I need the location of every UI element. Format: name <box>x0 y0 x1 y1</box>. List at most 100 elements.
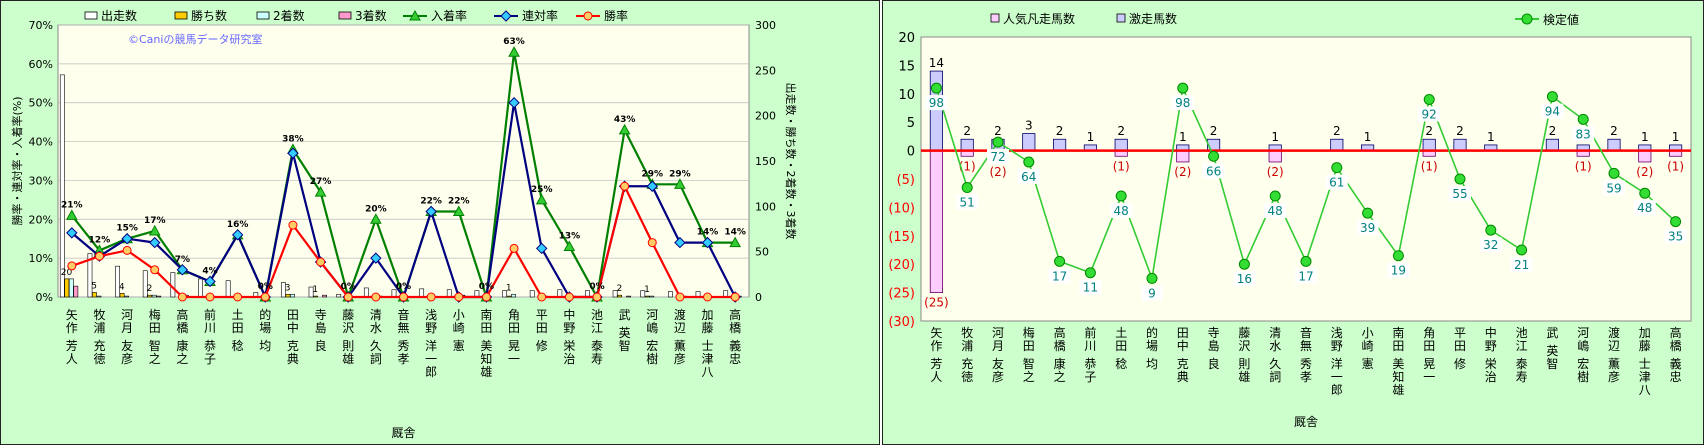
negative-count-label: (2) <box>1267 165 1284 179</box>
marker-連対率 <box>701 236 714 249</box>
bar-出走数 <box>59 74 65 298</box>
marker-勝率 <box>233 292 243 302</box>
legend-swatch <box>1116 13 1126 23</box>
score-label: 32 <box>1483 238 1498 252</box>
negative-count-label: (25) <box>924 296 949 310</box>
positive-count-label: 2 <box>1333 124 1341 138</box>
score-label: 72 <box>990 150 1005 164</box>
pct-label: 0% <box>589 282 604 292</box>
pct-label: 14% <box>724 228 746 238</box>
marker-連対率 <box>176 264 189 276</box>
pct-label: 22% <box>420 197 442 207</box>
bar-出走数 <box>502 290 507 298</box>
marker-検定値 <box>1208 150 1220 162</box>
bar-人気凡走馬数 <box>929 150 943 294</box>
pct-label: 27% <box>310 177 332 187</box>
x-category-label: 河嶋 宏樹 <box>646 308 658 366</box>
marker-勝率 <box>730 292 740 302</box>
score-label-bg <box>1572 126 1595 142</box>
win-count-label: 20 <box>61 268 73 278</box>
x-category-label: 平田 修 <box>1454 326 1466 371</box>
x-category-label: 藤沢 則雄 <box>1238 326 1250 384</box>
negative-count-label: (1) <box>959 159 976 173</box>
x-category-label: 的場 均 <box>1146 325 1158 371</box>
marker-連対率 <box>370 252 382 264</box>
legend-label: 3着数 <box>355 8 387 23</box>
marker-検定値 <box>1485 224 1497 236</box>
y-tick: 15 <box>898 59 915 74</box>
bar-激走馬数 <box>960 138 974 152</box>
positive-count-label: 2 <box>963 124 971 138</box>
plot-area <box>57 24 750 298</box>
right-chart-panel: 20 15 10 5 0 (5) (10) (15) (20) (25) (30) 14 2 2 3 2 1 2 1… <box>882 0 1704 445</box>
x-category-label: 渡辺 薫彦 <box>674 307 686 366</box>
score-label-bg <box>1603 180 1625 196</box>
bar-勝ち数 <box>119 293 125 298</box>
bar-人気凡走馬数 <box>1268 150 1282 163</box>
bar-勝ち数 <box>285 293 291 298</box>
marker-検定値 <box>992 136 1004 148</box>
score-label: 83 <box>1576 127 1591 141</box>
score-label-bg <box>1141 285 1163 301</box>
x-category-label: 藤沢 則雄 <box>342 308 354 366</box>
x-category-label: 河嶋 宏樹 <box>1577 326 1589 384</box>
score-label: 11 <box>1083 281 1098 295</box>
score-label: 16 <box>1237 272 1252 286</box>
x-category-label: 土田 稔 <box>1115 326 1127 371</box>
marker-勝率 <box>150 265 160 275</box>
score-label: 17 <box>1052 269 1067 283</box>
x-category-label: 高橋 康之 <box>1054 325 1066 384</box>
score-label-bg <box>1233 271 1256 287</box>
score-label-bg <box>925 95 948 111</box>
bar-出走数 <box>529 290 535 298</box>
y-tick-left: 60% <box>29 58 53 71</box>
score-label: 48 <box>1637 201 1652 215</box>
score-label-bg <box>1479 237 1502 253</box>
bar-激走馬数 <box>1607 138 1621 152</box>
legend-label: 連対率 <box>522 8 558 23</box>
left-chart: 0%10%20%30%40%50%60%70%05010015020025030… <box>10 8 798 440</box>
pct-label: 0% <box>479 282 494 292</box>
marker-勝率 <box>703 292 713 302</box>
score-label: 55 <box>1452 187 1467 201</box>
marker-入着率 <box>148 224 161 236</box>
legend-swatch <box>338 11 352 20</box>
negative-count-label: (2) <box>1636 165 1653 179</box>
x-category-label: 前川 恭子 <box>1084 325 1096 384</box>
marker-勝率 <box>481 292 491 302</box>
x-category-label: 角田 晃一 <box>1423 326 1435 384</box>
x-category-label: 小崎 憲 <box>453 308 465 353</box>
marker-入着率 <box>370 213 382 224</box>
bar-勝ち数 <box>506 295 512 298</box>
x-category-label: 加藤 士津八 <box>1639 326 1651 397</box>
x-category-label: 小崎 憲 <box>1362 326 1374 371</box>
marker-勝率 <box>592 292 602 302</box>
bar-人気凡走馬数 <box>1176 150 1190 163</box>
pct-label: 63% <box>503 37 525 47</box>
pct-label: 25% <box>531 185 553 195</box>
y-tick: 20 <box>898 31 915 46</box>
bar-出走数 <box>281 282 286 298</box>
marker-検定値 <box>930 82 942 94</box>
x-category-label: 的場 均 <box>259 307 271 353</box>
y-tick: 5 <box>907 116 915 131</box>
marker-勝率 <box>620 181 630 191</box>
marker-検定値 <box>1269 190 1281 202</box>
legend-swatch <box>990 13 1000 23</box>
positive-count-label: 1 <box>1672 130 1680 144</box>
marker-連対率 <box>674 236 686 249</box>
pct-label: 16% <box>227 220 249 230</box>
marker-勝率 <box>675 292 685 302</box>
marker-勝率 <box>122 245 132 255</box>
marker-勝率 <box>399 292 408 302</box>
marker-検定値 <box>1331 162 1343 174</box>
score-label-bg <box>1541 103 1564 119</box>
positive-count-label: 2 <box>1425 124 1433 138</box>
positive-count-label: 1 <box>1641 130 1649 144</box>
score-label-bg <box>1664 228 1687 244</box>
win-count-label: 1 <box>312 285 318 295</box>
bar-2着数 <box>124 295 129 298</box>
marker-検定値 <box>1546 91 1558 103</box>
positive-count-label: 1 <box>1487 130 1495 144</box>
